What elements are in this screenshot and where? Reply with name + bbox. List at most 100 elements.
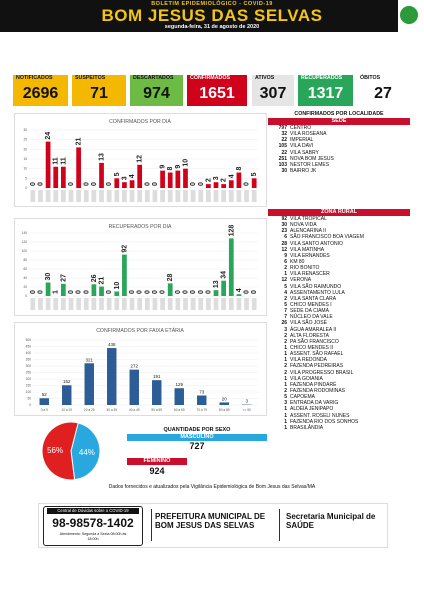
locality-name: VERONA xyxy=(290,277,312,284)
locality-row: 9 VILA ERNANDES xyxy=(268,253,364,259)
x-tick-label xyxy=(244,298,249,310)
bar xyxy=(167,283,173,296)
daily-recovered-chart: RECUPERADOS POR DIA 140 120 100 80 60 40 20 0 0 0 3… xyxy=(14,218,267,316)
locality-count: 6 xyxy=(284,234,287,241)
data-label: 3 xyxy=(213,176,220,180)
y-tick-label: 500 xyxy=(26,338,32,342)
secretaria-line1: Secretaria Municipal de xyxy=(286,512,376,521)
locality-name: VILA SÃO JOSÉ xyxy=(290,320,327,327)
data-label: 9 xyxy=(175,165,182,169)
data-label: 4 xyxy=(228,174,235,178)
locality-count: 4 xyxy=(284,289,287,296)
y-tick-label: 100 xyxy=(22,249,28,253)
locality-name: PA SÃO FRANCISCO xyxy=(290,338,339,345)
locality-count: 1 xyxy=(284,271,287,278)
locality-row: 23 ALENCARINA II xyxy=(268,228,364,234)
locality-row: 92 VILA TROPICAL xyxy=(268,216,364,222)
y-tick-label: 10 xyxy=(23,167,27,171)
data-label: 0 xyxy=(198,182,205,186)
bar xyxy=(129,180,135,188)
x-tick-label xyxy=(190,298,196,310)
locality-name: BAIRRO JK xyxy=(290,167,317,174)
stat-value: 2696 xyxy=(13,82,68,106)
bar xyxy=(99,286,104,296)
stat-label: SUSPEITOS xyxy=(72,75,126,82)
y-tick-label: 0 xyxy=(29,403,31,407)
locality-name: VILA TROPICAL xyxy=(290,216,327,222)
stat-value: 27 xyxy=(357,82,409,106)
locality-row: 30 NOVA VIDA xyxy=(268,222,364,228)
data-label: 0 xyxy=(144,182,151,186)
data-label: 10 xyxy=(182,159,189,167)
y-tick-label: 450 xyxy=(26,345,32,349)
data-label: 0 xyxy=(160,290,167,294)
data-label: 0 xyxy=(175,290,182,294)
x-tick-label: 50 a 59 xyxy=(151,408,162,412)
x-tick-label: 80 a 89 xyxy=(219,408,230,412)
locality-count: 797 xyxy=(278,125,287,131)
locality-count: 3 xyxy=(284,400,287,407)
bar xyxy=(122,182,127,188)
locality-row: 1 ALDEIA JENIPAPO xyxy=(268,406,364,412)
x-tick-label xyxy=(152,190,158,202)
data-label: 2 xyxy=(221,178,228,182)
stat-label: DESCARTADOS xyxy=(130,75,183,82)
x-tick-label: 20 a 29 xyxy=(84,408,95,412)
locality-name: CENTRO xyxy=(290,125,312,131)
locality-count: 2 xyxy=(284,338,287,345)
data-label: 3 xyxy=(245,399,248,404)
city-title: BOM JESUS DAS SELVAS xyxy=(101,6,323,25)
x-tick-label xyxy=(251,190,257,202)
x-tick-label xyxy=(244,190,249,202)
locality-name: IMPERIAL xyxy=(290,137,314,144)
locality-row: 5 CAPOEMA xyxy=(268,394,364,400)
x-tick-label xyxy=(129,190,135,202)
y-tick-label: 300 xyxy=(26,364,32,368)
header-banner: BOLETIM EPIDEMIOLÓGICO - COVID-19 BOM JE… xyxy=(0,0,418,32)
data-label: 0 xyxy=(30,290,37,294)
locality-name: FAZENDA RIO DOS SONHOS xyxy=(290,418,359,425)
y-tick-label: 25 xyxy=(23,138,27,142)
locality-count: 105 xyxy=(278,143,287,150)
locality-row: 12 VILA MATINHA xyxy=(268,247,364,253)
data-label: 0 xyxy=(83,182,90,186)
bar xyxy=(160,170,165,188)
data-label: 27 xyxy=(60,274,67,282)
stat-label: RECUPERADOS xyxy=(298,75,353,82)
prefeitura-line2: BOM JESUS DAS SELVAS xyxy=(155,521,255,530)
x-tick-label xyxy=(91,190,97,202)
locality-row: 1 FAZENDA RIO DOS SONHOS xyxy=(268,419,364,425)
bar xyxy=(45,141,51,188)
x-tick-label xyxy=(60,190,66,202)
data-label: 12 xyxy=(137,155,144,163)
locality-row: 3 ÁGUA AMARALEA II xyxy=(268,327,364,333)
locality-name: VILA ERNANDES xyxy=(290,252,330,259)
data-label: 272 xyxy=(130,364,138,369)
bar xyxy=(76,147,81,188)
data-label: 5 xyxy=(251,172,258,176)
data-label: 24 xyxy=(45,132,52,140)
secretaria-line2: SAÚDE xyxy=(286,521,315,530)
pie-label: 44% xyxy=(79,448,95,457)
x-tick-label xyxy=(76,190,81,202)
x-tick-label xyxy=(221,190,227,202)
data-label: 30 xyxy=(45,273,52,281)
sex-pie-chart: 44% 56% xyxy=(41,421,101,481)
locality-row: 1 VILA GOIANIA xyxy=(268,376,364,382)
locality-count: 1 xyxy=(284,418,287,425)
x-tick-label xyxy=(167,298,173,310)
data-label: 0 xyxy=(152,182,159,186)
bar xyxy=(99,162,104,188)
stat-label: NOTIFICADOS xyxy=(13,75,68,82)
y-tick-label: 350 xyxy=(26,358,32,362)
x-tick-label xyxy=(206,298,211,310)
locality-name: BRASILÂNDIA xyxy=(290,424,324,431)
data-label: 5 xyxy=(114,172,121,176)
locality-count: 1 xyxy=(284,357,287,364)
data-label: 21 xyxy=(76,138,83,146)
locality-name: ÁGUA AMARALEA II xyxy=(290,326,337,333)
bar xyxy=(197,395,207,405)
footer-divider xyxy=(151,509,152,541)
